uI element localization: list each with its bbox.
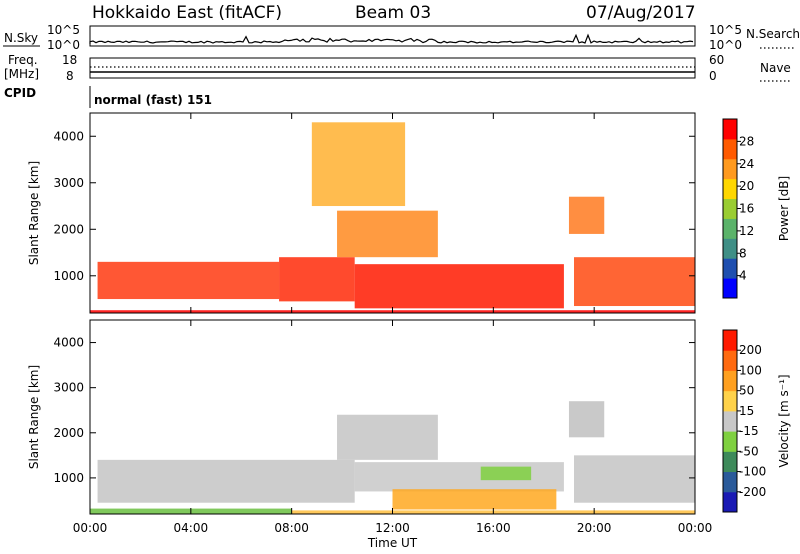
power-colorbar-tick-label: 24 [739, 157, 754, 171]
nsky-label: N.Sky [4, 31, 38, 45]
nsearch-tick-high: 10^5 [709, 23, 742, 37]
xtick-label: 00:00 [73, 521, 108, 535]
power-colorbar-tick-label: 8 [739, 246, 747, 260]
nave-tick-high: 60 [709, 53, 724, 67]
velocity-ylabel: Slant Range [km] [27, 365, 41, 469]
xtick-label: 04:00 [174, 521, 209, 535]
freq-tick-low: 8 [66, 69, 74, 83]
freq-tick-high: 18 [62, 53, 77, 67]
power-colorbar-segment [723, 138, 737, 160]
power-ytick-label: 3000 [53, 176, 84, 190]
power-colorbar-segment [723, 158, 737, 180]
velocity-colorbar-segment [723, 330, 737, 351]
power-colorbar-tick-label: 16 [739, 202, 754, 216]
nsearch-label: N.Search [746, 27, 800, 41]
power-panel: 4000 3000 2000 1000 Slant Range [km] 28 24 20 16… [27, 112, 791, 314]
velocity-colorbar-tick-label: -15 [739, 424, 759, 438]
power-colorbar-segment [723, 119, 737, 140]
power-colorbar-tick-label: 28 [739, 134, 754, 148]
freq-label-1: Freq. [8, 53, 38, 67]
cpid-label: CPID [4, 86, 36, 100]
power-colorbar-tick-label: 12 [739, 224, 754, 238]
velocity-colorbar-segment [723, 390, 737, 412]
power-colorbar-segment [723, 278, 737, 299]
velocity-colorbar-segment [723, 451, 737, 473]
velocity-colorbar-segment [723, 471, 737, 493]
velocity-colorbar-tick-label: -100 [739, 465, 766, 479]
power-region-0 [97, 261, 280, 300]
xtick-label: 16:00 [476, 521, 511, 535]
velocity-colorbar-segment [723, 370, 737, 392]
nave-tick-low: 0 [709, 69, 717, 83]
velocity-colorbar-frame [722, 329, 738, 513]
xtick-label: 00:00 [678, 521, 713, 535]
power-ytick-label: 2000 [53, 222, 84, 236]
velocity-ytick-label: 3000 [53, 381, 84, 395]
velocity-region-3 [480, 466, 532, 481]
power-colorbar-segment [723, 198, 737, 219]
velocity-colorbar-label: Velocity [m s⁻¹] [777, 374, 791, 467]
power-region-1 [279, 257, 355, 302]
velocity-region-0 [97, 459, 355, 503]
power-region-5 [337, 210, 438, 258]
nsky-trace [89, 33, 694, 44]
velocity-region-6 [337, 414, 438, 460]
power-colorbar-tick-label: 4 [739, 269, 747, 283]
xtick-label: 20:00 [577, 521, 612, 535]
nave-label: Nave [760, 61, 791, 75]
velocity-colorbar-segment [723, 350, 737, 371]
power-colorbar-segment [723, 178, 737, 200]
velocity-colorbar-segment [723, 410, 737, 432]
cpid-value: normal (fast) 151 [94, 93, 212, 107]
velocity-colorbar-tick-label: -50 [739, 444, 759, 458]
velocity-colorbar-tick-label: 50 [739, 384, 754, 398]
velocity-colorbar-tick-label: 15 [739, 404, 754, 418]
power-colorbar-label: Power [dB] [777, 176, 791, 241]
power-ytick-label: 4000 [53, 129, 84, 143]
velocity-ytick-label: 1000 [53, 471, 84, 485]
nsky-strip-frame [89, 25, 696, 47]
power-colorbar-segment [723, 258, 737, 279]
velocity-ytick-label: 4000 [53, 336, 84, 350]
power-colorbar-tick-label: 20 [739, 179, 754, 193]
velocity-colorbar-segment [723, 491, 737, 513]
date-title: 07/Aug/2017 [586, 3, 696, 23]
freq-strip-frame [89, 57, 696, 79]
nsky-tick-low: 10^0 [47, 38, 80, 52]
velocity-region-5 [568, 401, 605, 438]
velocity-colorbar-tick-label: 100 [739, 363, 762, 377]
power-ylabel: Slant Range [km] [27, 161, 41, 265]
beam-title: Beam 03 [355, 3, 431, 23]
velocity-panel: 4000 3000 2000 1000 Slant Range [km] 00:00 04:… [27, 319, 791, 550]
station-title: Hokkaido East (fitACF) [92, 3, 282, 23]
freq-label-2: [MHz] [4, 67, 39, 81]
power-ytick-label: 1000 [53, 269, 84, 283]
velocity-colorbar-segment [723, 431, 737, 452]
velocity-region-2 [392, 489, 557, 510]
velocity-region-1 [354, 462, 564, 492]
xlabel: Time UT [367, 536, 418, 550]
power-colorbar-segment [723, 218, 737, 239]
nsearch-tick-low: 10^0 [709, 38, 742, 52]
velocity-colorbar-tick-label: 200 [739, 343, 762, 357]
velocity-colorbar-tick-label: -200 [739, 485, 766, 499]
xtick-label: 08:00 [274, 521, 309, 535]
power-colorbar-segment [723, 238, 737, 259]
xtick-label: 12:00 [375, 521, 410, 535]
power-region-2 [354, 264, 564, 309]
velocity-ytick-label: 2000 [53, 426, 84, 440]
nsky-tick-high: 10^5 [47, 23, 80, 37]
power-region-3 [574, 257, 695, 307]
velocity-region-4 [574, 455, 695, 503]
power-region-6 [311, 122, 406, 207]
power-region-4 [568, 196, 605, 234]
